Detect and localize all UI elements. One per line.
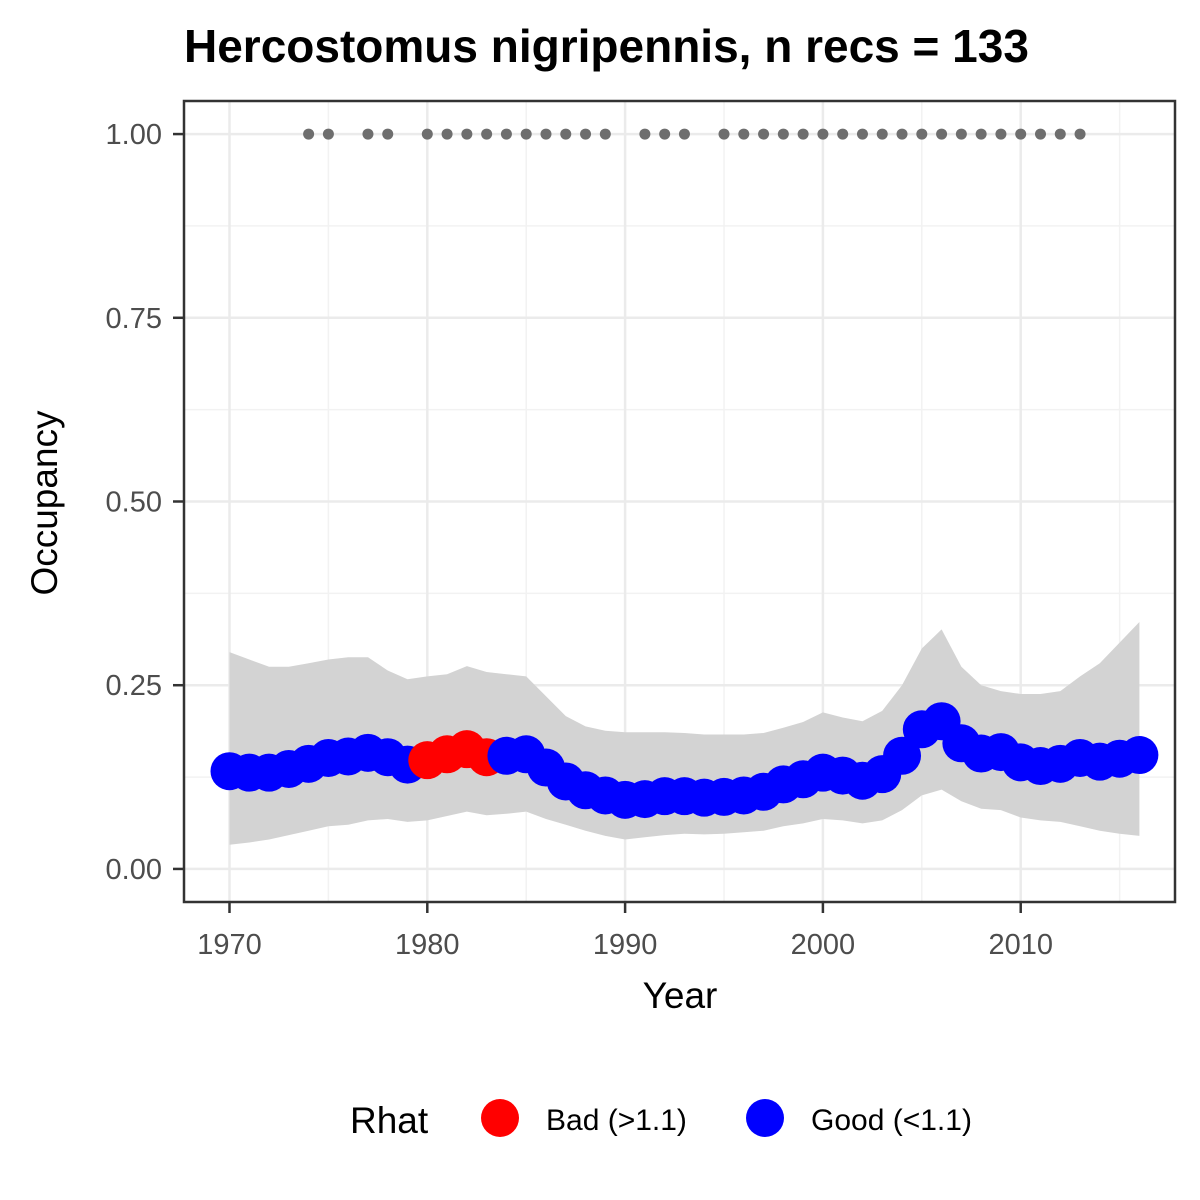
data-point-good	[1120, 736, 1159, 775]
record-dot	[718, 128, 730, 140]
legend-title: Rhat	[350, 1100, 429, 1141]
plot-panel	[182, 99, 1177, 904]
legend-key-bad	[481, 1099, 519, 1137]
record-dot	[817, 128, 829, 140]
record-dot	[896, 128, 908, 140]
record-dot	[758, 128, 770, 140]
record-dot	[837, 128, 849, 140]
record-dot	[639, 128, 651, 140]
record-dot	[520, 128, 532, 140]
record-dot	[421, 128, 433, 140]
confidence-ribbon	[229, 622, 1140, 845]
record-dot	[916, 128, 928, 140]
record-dot	[322, 128, 334, 140]
record-dot	[856, 128, 868, 140]
x-tick-label: 1970	[197, 929, 262, 961]
record-dot	[560, 128, 572, 140]
record-dot	[955, 128, 967, 140]
record-dot	[777, 128, 789, 140]
data-point-good	[883, 736, 922, 775]
record-dot	[382, 128, 394, 140]
legend-label-good: Good (<1.1)	[811, 1104, 972, 1137]
x-axis: 1970 1980 1990 2000 2010	[197, 902, 1053, 961]
y-tick-label: 0.00	[106, 854, 162, 886]
x-tick-label: 2000	[791, 929, 856, 961]
record-dot	[975, 128, 987, 140]
record-dot	[481, 128, 493, 140]
record-dot	[1015, 128, 1027, 140]
record-dot	[1074, 128, 1086, 140]
legend-key-good	[746, 1099, 784, 1137]
occupancy-series	[210, 702, 1159, 819]
y-tick-label: 0.50	[106, 487, 162, 519]
record-dot	[580, 128, 592, 140]
y-tick-label: 0.25	[106, 670, 162, 702]
y-tick-label: 1.00	[106, 119, 162, 151]
y-axis: 0.00 0.25 0.50 0.75 1.00	[106, 119, 184, 886]
record-dot	[659, 128, 671, 140]
record-dot	[995, 128, 1007, 140]
record-dot	[441, 128, 453, 140]
y-tick-label: 0.75	[106, 303, 162, 335]
record-dot	[599, 128, 611, 140]
record-dot	[876, 128, 888, 140]
record-dot	[678, 128, 690, 140]
record-dot	[738, 128, 750, 140]
record-dot	[500, 128, 512, 140]
record-dot	[540, 128, 552, 140]
record-dot	[1034, 128, 1046, 140]
x-axis-title: Year	[643, 975, 718, 1016]
record-dot	[362, 128, 374, 140]
record-dot	[303, 128, 315, 140]
y-axis-title: Occupancy	[24, 410, 65, 596]
chart-title: Hercostomus nigripennis, n recs = 133	[184, 20, 1029, 72]
x-tick-label: 1990	[593, 929, 658, 961]
record-dots	[303, 128, 1086, 140]
x-tick-label: 2010	[988, 929, 1053, 961]
x-tick-label: 1980	[395, 929, 460, 961]
legend-label-bad: Bad (>1.1)	[546, 1104, 687, 1137]
record-dot	[936, 128, 948, 140]
record-dot	[1054, 128, 1066, 140]
legend: Rhat Bad (>1.1) Good (<1.1)	[350, 1099, 972, 1141]
record-dot	[797, 128, 809, 140]
record-dot	[461, 128, 473, 140]
